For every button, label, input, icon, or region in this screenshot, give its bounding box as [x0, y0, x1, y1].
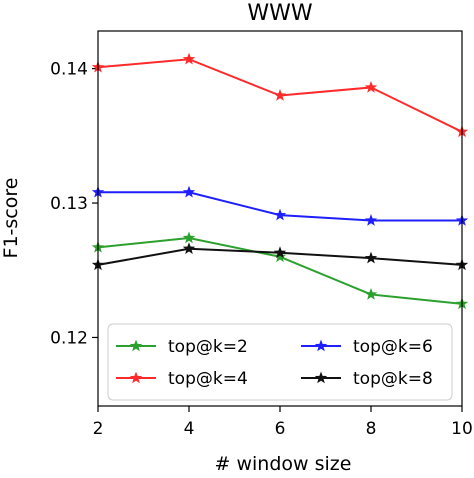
legend-swatch-star [129, 339, 143, 352]
legend-swatch-star [129, 371, 143, 384]
legend-swatch-star [314, 339, 328, 352]
series-1 [91, 231, 469, 310]
data-point-star [364, 287, 378, 300]
y-axis-label: F1-score [0, 178, 22, 259]
legend-swatch-star [314, 371, 328, 384]
plot-frame [97, 30, 463, 407]
data-point-star [273, 208, 287, 221]
series-3 [91, 185, 469, 226]
data-point-star [364, 251, 378, 264]
x-tick-label: 10 [451, 419, 473, 439]
data-point-star [364, 214, 378, 226]
data-point-star [182, 185, 196, 198]
legend-box [107, 323, 453, 401]
data-point-star [182, 52, 196, 65]
legend-label: top@k=6 [353, 337, 433, 357]
data-point-star [182, 231, 196, 244]
x-axis-label: # window size [215, 453, 352, 474]
plot-area: 2 4 6 8 100.120.130.14top@k=2top@k=4top@k=6t… [50, 30, 473, 439]
y-tick-label: 0.13 [50, 194, 88, 214]
legend-item: top@k=8 [301, 369, 433, 389]
legend-item: top@k=6 [301, 337, 433, 357]
x-tick-label: 6 [275, 419, 286, 439]
legend: top@k=2 top@k=4 top@k=6 top@k=8 [107, 323, 453, 401]
data-point-star [364, 80, 378, 93]
legend-label: top@k=2 [168, 337, 248, 357]
data-point-star [182, 242, 196, 254]
chart-title: WWW [247, 1, 313, 26]
legend-item: top@k=4 [116, 369, 248, 389]
y-tick-label: 0.12 [50, 328, 88, 348]
legend-label: top@k=8 [353, 369, 433, 389]
data-point-star [273, 246, 287, 259]
data-point-star [273, 89, 287, 101]
x-tick-label: 8 [366, 419, 377, 439]
x-tick-label: 2 [93, 419, 104, 439]
series-2 [91, 52, 469, 138]
x-tick-label: 4 [184, 419, 195, 439]
y-tick-label: 0.14 [50, 60, 88, 80]
legend-label: top@k=4 [168, 369, 248, 389]
legend-item: top@k=2 [116, 337, 248, 357]
data-point-star [273, 250, 287, 263]
